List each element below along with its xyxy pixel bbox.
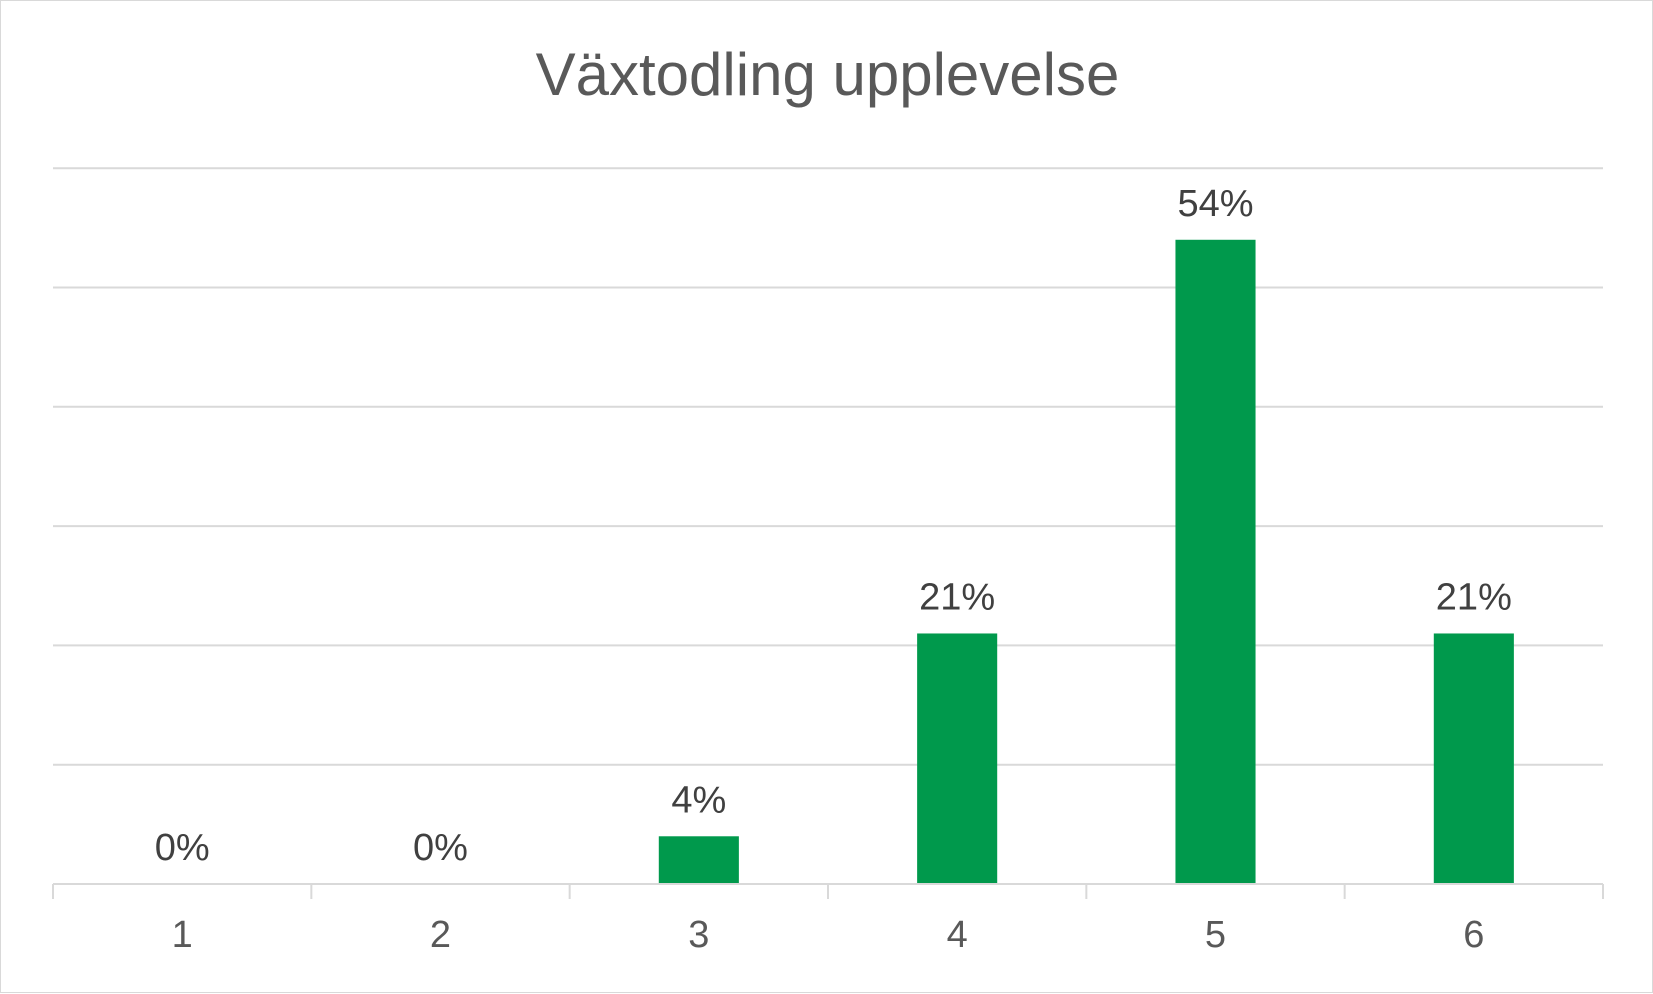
- chart-title: Växtodling upplevelse: [535, 41, 1120, 108]
- x-tick-label-2: 2: [430, 914, 451, 956]
- bar-3: [658, 836, 739, 884]
- x-tick-label-6: 6: [1463, 914, 1484, 956]
- bar-4: [917, 633, 998, 884]
- data-label-3: 4%: [671, 779, 726, 821]
- data-label-5: 54%: [1177, 183, 1253, 225]
- data-label-2: 0%: [413, 827, 468, 869]
- bar-6: [1433, 633, 1514, 884]
- x-tick-label-3: 3: [688, 914, 709, 956]
- x-axis: 1 2 3 4 5 6: [52, 883, 1604, 956]
- x-tick-label-5: 5: [1205, 914, 1226, 956]
- x-tick-label-1: 1: [172, 914, 193, 956]
- data-labels: 0% 0% 4% 21% 54% 21%: [155, 183, 1512, 869]
- data-label-6: 21%: [1436, 576, 1512, 618]
- gridlines: [53, 167, 1603, 766]
- data-label-4: 21%: [919, 576, 995, 618]
- x-tick-label-4: 4: [947, 914, 968, 956]
- data-label-1: 0%: [155, 827, 210, 869]
- bars: [658, 239, 1514, 884]
- bar-5: [1175, 239, 1256, 884]
